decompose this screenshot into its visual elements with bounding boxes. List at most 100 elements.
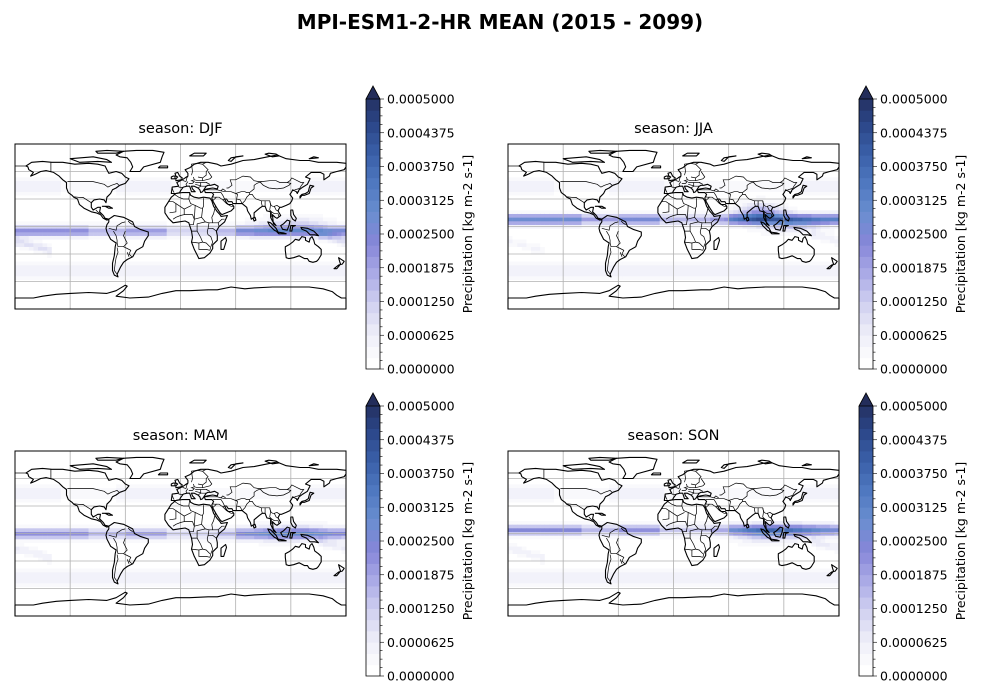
panel-title: season: SON (627, 428, 720, 444)
colorbar-tick-label: 0.0002500 (880, 227, 948, 242)
colorbar-tick-label: 0.0000000 (880, 669, 948, 684)
figure-title: MPI-ESM1-2-HR MEAN (2015 - 2099) (296, 10, 704, 34)
colorbar-level (859, 121, 873, 134)
colorbar-tick-label: 0.0000000 (880, 362, 948, 377)
colorbar-level (366, 267, 380, 280)
colorbar-level (859, 496, 873, 508)
colorbar-levels (859, 99, 873, 370)
colorbar-level (366, 357, 380, 370)
colorbar-level (859, 222, 873, 235)
country-borders (15, 468, 305, 582)
colorbar-tick-label: 0.0002500 (387, 227, 455, 242)
colorbar-level (366, 406, 380, 418)
colorbar-tick-label: 0.0001250 (387, 294, 455, 309)
colorbar-level (859, 586, 873, 598)
colorbar-level (859, 507, 873, 519)
colorbar-level (859, 428, 873, 441)
colorbar-level (859, 417, 873, 429)
colorbar-level (859, 653, 873, 666)
colorbar-level (366, 518, 380, 531)
colorbar-level (366, 256, 380, 269)
colorbar-level (859, 563, 873, 576)
colorbar-level (366, 428, 380, 441)
panel-son: season: SON 0.0000000 0.0000625 0.0001250 0… (493, 392, 983, 692)
panel-title: season: JJA (634, 121, 713, 137)
colorbar-level (366, 484, 380, 497)
colorbar-level (366, 496, 380, 508)
colorbar-level (366, 121, 380, 134)
colorbar-level (859, 177, 873, 190)
colorbar-tick-label: 0.0004375 (880, 432, 948, 447)
colorbar-level (859, 608, 873, 621)
colorbar-level (859, 631, 873, 643)
country-borders (508, 161, 798, 275)
map-frame (14, 143, 347, 310)
colorbar-level (859, 155, 873, 167)
colorbar-level (859, 473, 873, 486)
colorbar-extend-max (858, 85, 874, 100)
colorbar-level (859, 279, 873, 291)
colorbar-level (859, 484, 873, 497)
colorbar-level (859, 552, 873, 564)
colorbar-level (366, 312, 380, 325)
colorbar-level (859, 529, 873, 542)
colorbar-level (366, 541, 380, 553)
panel-title: season: MAM (132, 428, 229, 444)
colorbar-tick-label: 0.0001875 (387, 567, 455, 582)
colorbar-level (859, 189, 873, 201)
precipitation-map (507, 450, 840, 617)
colorbar-level (859, 110, 873, 122)
colorbar-level (366, 234, 380, 246)
colorbar-level (366, 177, 380, 190)
colorbar-tick-label: 0.0005000 (880, 92, 948, 107)
colorbar-level (366, 608, 380, 621)
colorbar-level (366, 563, 380, 576)
colorbar-tick-label: 0.0003750 (880, 159, 948, 174)
colorbar-level (859, 256, 873, 269)
colorbar-level (859, 335, 873, 347)
colorbar-level (859, 301, 873, 314)
panel-mam: season: MAM 0.0000000 0.0000625 0.0001250 0… (0, 392, 490, 692)
colorbar-tick-label: 0.0002500 (387, 534, 455, 549)
colorbar-level (366, 211, 380, 224)
colorbar-level (859, 211, 873, 224)
colorbar-level (859, 245, 873, 257)
colorbar-level (859, 518, 873, 531)
colorbar-level (859, 541, 873, 553)
colorbar-level (859, 166, 873, 179)
colorbar-level (859, 439, 873, 452)
colorbar-level (366, 586, 380, 598)
colorbar: 0.0000000 0.0000625 0.0001250 0.0001875 0.00… (858, 392, 968, 684)
colorbar-level (366, 462, 380, 474)
colorbar-extend-max (365, 85, 381, 100)
colorbar-tick-label: 0.0004375 (387, 432, 455, 447)
colorbar-level (366, 574, 380, 587)
coastlines (14, 456, 347, 617)
colorbar: 0.0000000 0.0000625 0.0001250 0.0001875 0.00… (365, 85, 475, 377)
colorbar-level (366, 335, 380, 347)
gridlines (508, 144, 839, 309)
colorbar-level (366, 200, 380, 212)
colorbar-tick-label: 0.0000000 (387, 669, 455, 684)
colorbar-level (859, 406, 873, 418)
colorbar-level (859, 664, 873, 677)
colorbar-level (859, 346, 873, 359)
colorbar-tick-label: 0.0004375 (387, 125, 455, 140)
colorbar-level (366, 279, 380, 291)
country-borders (508, 468, 798, 582)
colorbar-level (366, 245, 380, 257)
colorbar-level (859, 324, 873, 336)
colorbar-level (859, 619, 873, 632)
colorbar-tick-label: 0.0005000 (387, 399, 455, 414)
colorbar-tick-label: 0.0004375 (880, 125, 948, 140)
colorbar-level (366, 301, 380, 314)
colorbar: 0.0000000 0.0000625 0.0001250 0.0001875 0.00… (365, 392, 475, 684)
colorbar-level (859, 290, 873, 302)
colorbar-level (366, 653, 380, 666)
colorbar-tick-label: 0.0000625 (880, 635, 948, 650)
colorbar-label: Precipitation [kg m-2 s-1] (953, 462, 968, 621)
colorbar-level (366, 110, 380, 122)
colorbar-level (859, 357, 873, 370)
colorbar-level (366, 473, 380, 486)
colorbar-level (366, 144, 380, 156)
